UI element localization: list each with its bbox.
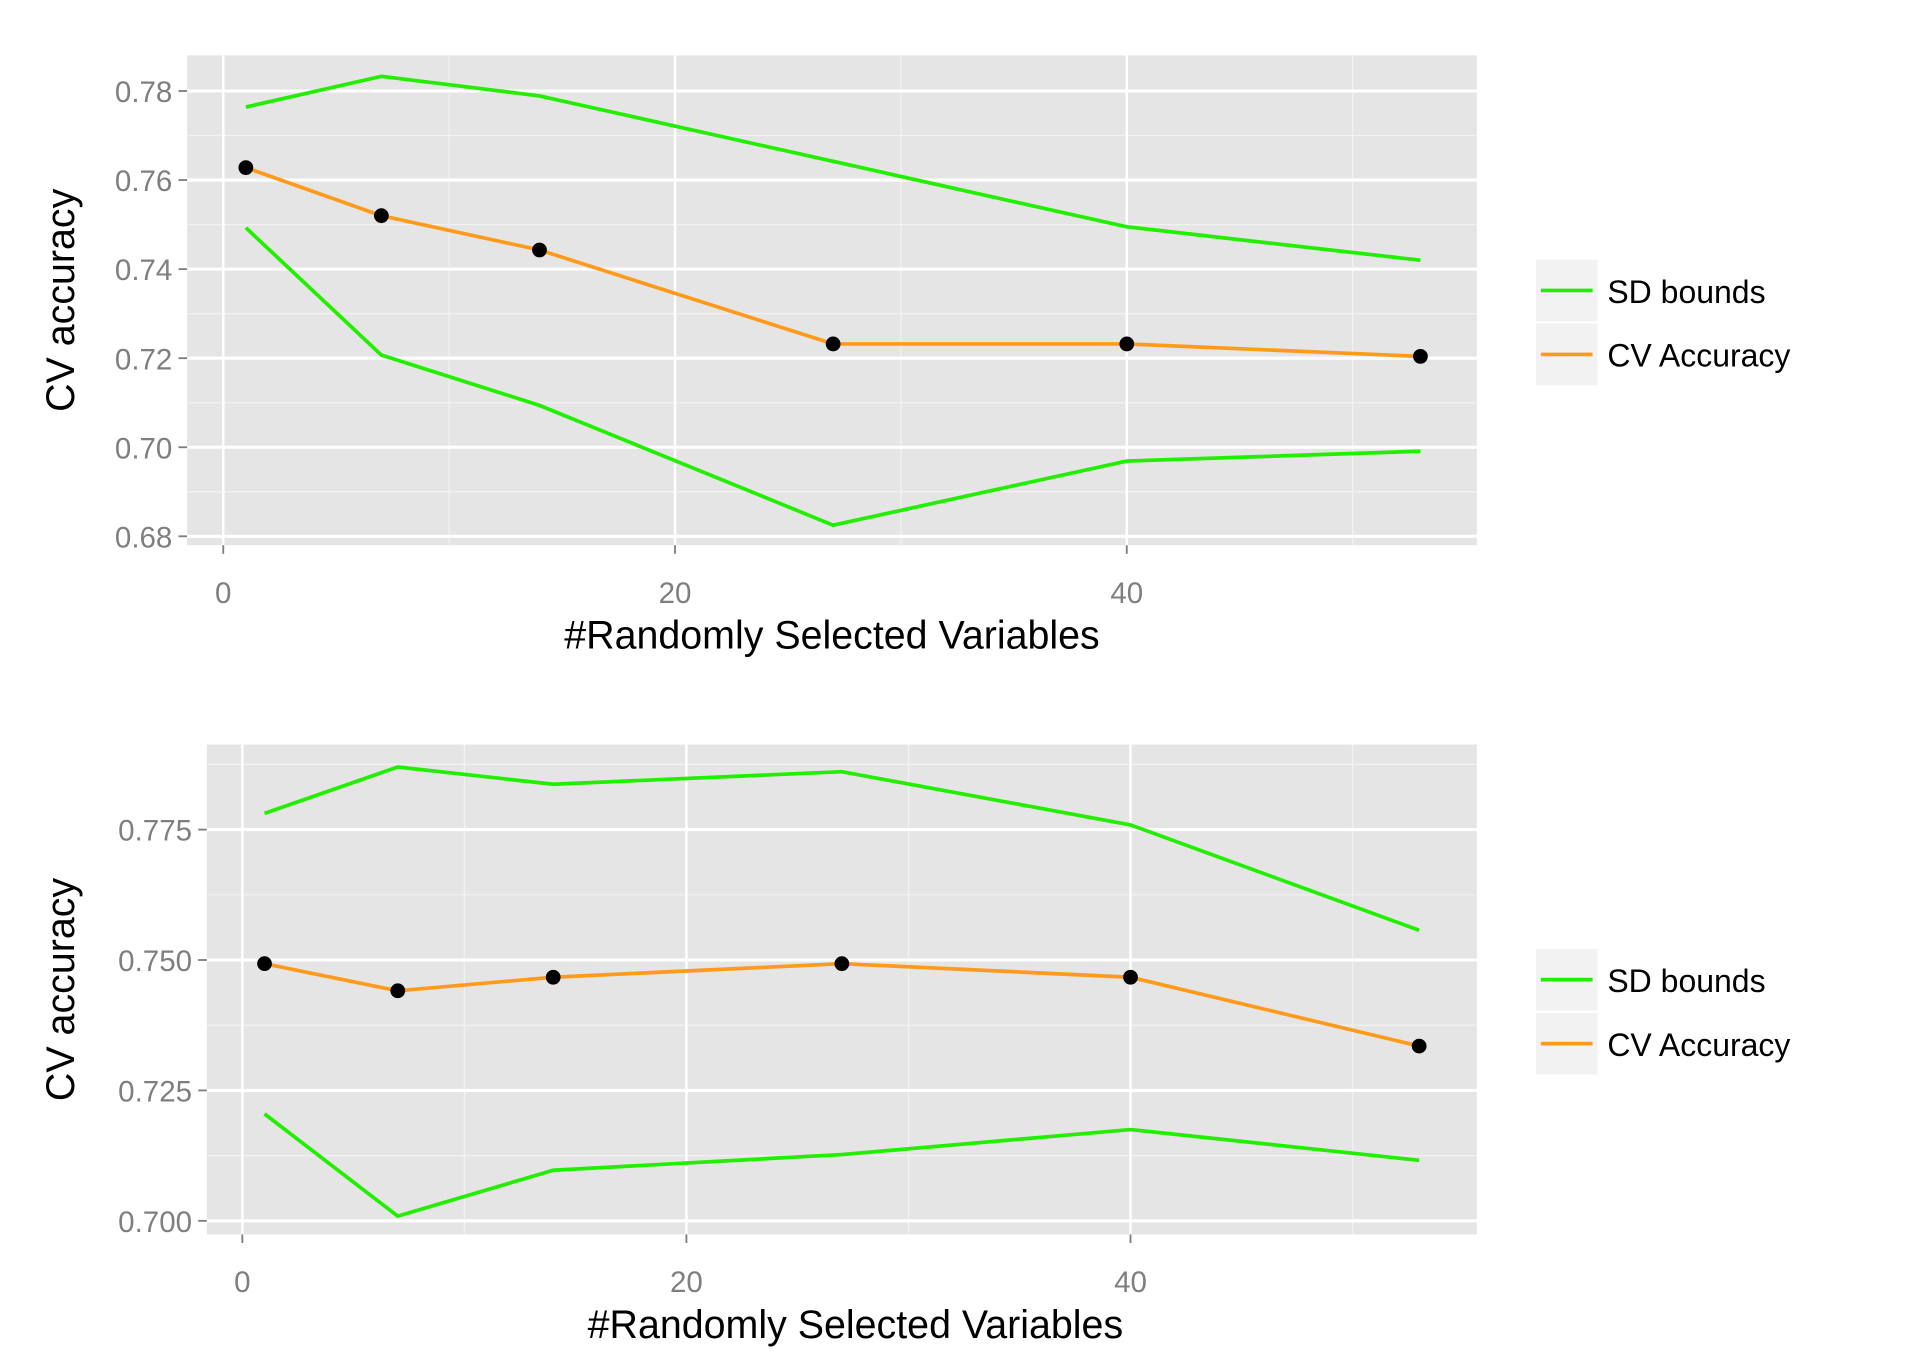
series-line-cv-accuracy (245, 165, 1421, 359)
data-point (1119, 336, 1135, 352)
data-point (257, 956, 272, 972)
y-tick-label: 0.775 (118, 815, 192, 848)
series-line-cv-accuracy (264, 961, 1420, 1048)
series-line-sd-bounds-lower (263, 1112, 1420, 1219)
x-tick-label: 0 (215, 577, 231, 610)
y-tick-label: 0.74 (115, 254, 172, 287)
plot-background (187, 55, 1477, 546)
y-tick-label: 0.750 (118, 945, 192, 978)
y-tick-label: 0.76 (115, 165, 172, 198)
legend: SD bounds CV Accuracy (1535, 948, 1790, 1075)
chart-panel-1: 0 20 40 0.68 0.70 0.72 0.74 0.76 0.78 #Randomly S… (39, 55, 1790, 658)
y-tick-label: 0.68 (115, 521, 172, 554)
x-tick-label: 0 (234, 1266, 250, 1299)
y-axis-title: CV accuracy (39, 878, 83, 1102)
chart-panel-2: 0 20 40 0.700 0.725 0.750 0.775 #Randomly Selec… (39, 744, 1790, 1347)
x-tick-label: 20 (670, 1266, 703, 1299)
legend-label: CV Accuracy (1607, 1027, 1790, 1063)
legend: SD bounds CV Accuracy (1535, 259, 1790, 386)
y-tick-label: 0.700 (118, 1206, 192, 1239)
x-axis-title: #Randomly Selected Variables (588, 1303, 1124, 1347)
data-point (825, 336, 841, 352)
y-tick-label: 0.70 (115, 432, 172, 465)
data-point (834, 956, 850, 972)
y-tick-label: 0.725 (118, 1075, 192, 1108)
data-point (1413, 349, 1428, 364)
data-point (238, 160, 254, 175)
y-tick-label: 0.78 (115, 76, 172, 109)
data-point (1123, 969, 1138, 985)
series-line-sd-bounds-upper (263, 765, 1420, 933)
legend-label: SD bounds (1607, 274, 1765, 310)
data-point (1411, 1038, 1427, 1054)
x-tick-label: 40 (1110, 577, 1143, 610)
x-axis-title: #Randomly Selected Variables (564, 614, 1100, 658)
data-point (545, 969, 561, 985)
data-point (532, 242, 547, 258)
series-line-sd-bounds-lower (244, 226, 1421, 528)
series-line-sd-bounds-upper (245, 74, 1421, 263)
x-tick-label: 40 (1114, 1266, 1147, 1299)
legend-label: CV Accuracy (1607, 338, 1790, 374)
data-point (373, 208, 389, 224)
y-tick-label: 0.72 (115, 343, 172, 376)
y-axis-title: CV accuracy (39, 188, 83, 412)
legend-label: SD bounds (1607, 963, 1765, 999)
data-point (390, 983, 406, 999)
x-tick-label: 20 (659, 577, 692, 610)
